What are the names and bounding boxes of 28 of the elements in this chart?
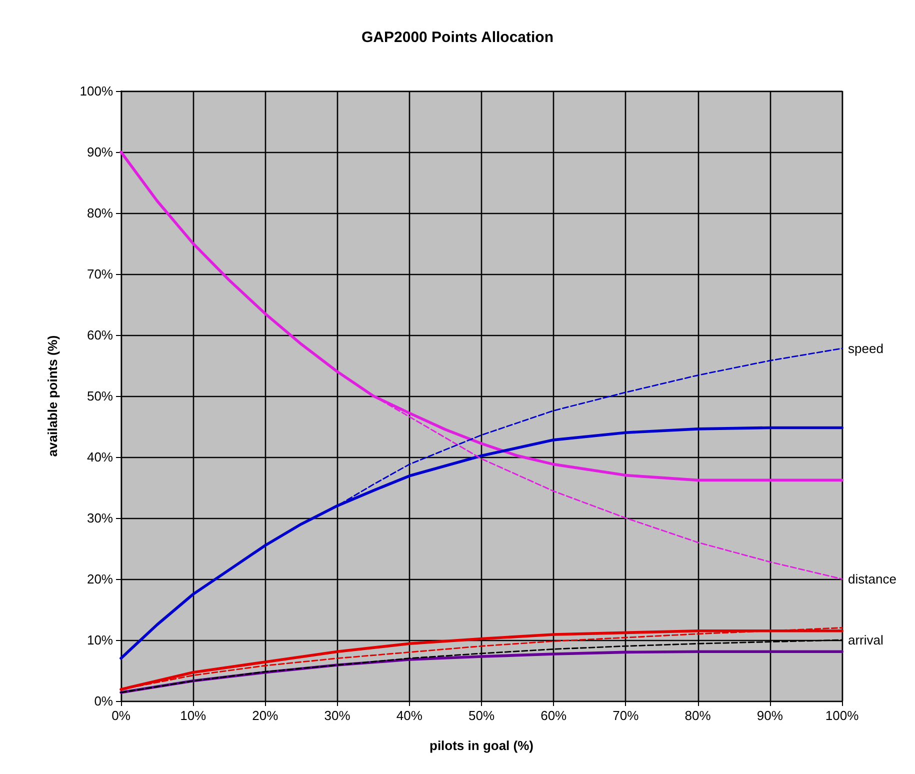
x-tick-label: 60% [540, 708, 568, 723]
y-tick-label: 20% [86, 572, 114, 586]
y-axis-title: available points (%) [45, 335, 60, 457]
y-tick-label: 60% [86, 328, 114, 342]
x-axis-title: pilots in goal (%) [430, 738, 534, 753]
x-tick-label: 30% [324, 708, 351, 723]
x-tick-label: 0% [112, 708, 131, 723]
x-tick-label: 90% [756, 708, 784, 723]
y-tick-label: 100% [80, 84, 114, 98]
x-tick-label: 100% [825, 708, 860, 723]
x-tick-label: 50% [468, 708, 495, 723]
y-tick-label: 90% [86, 144, 114, 160]
series-label: speed [848, 340, 884, 356]
x-tick-label: 80% [684, 708, 712, 723]
series-label: distance [848, 572, 896, 586]
x-tick-label: 40% [396, 708, 423, 723]
x-tick-label: 20% [252, 708, 279, 723]
y-tick-label: 30% [86, 510, 114, 526]
y-tick-label: 50% [86, 388, 114, 404]
chart-title: GAP2000 Points Allocation [362, 29, 554, 46]
y-tick-label: 0% [94, 694, 114, 708]
y-tick-label: 40% [86, 450, 114, 464]
series-label: arrival [848, 632, 884, 648]
x-tick-label: 70% [612, 708, 640, 723]
y-tick-label: 10% [86, 632, 114, 648]
y-tick-label: 70% [86, 266, 114, 282]
x-tick-label: 10% [180, 708, 207, 723]
y-tick-label: 80% [86, 206, 114, 220]
